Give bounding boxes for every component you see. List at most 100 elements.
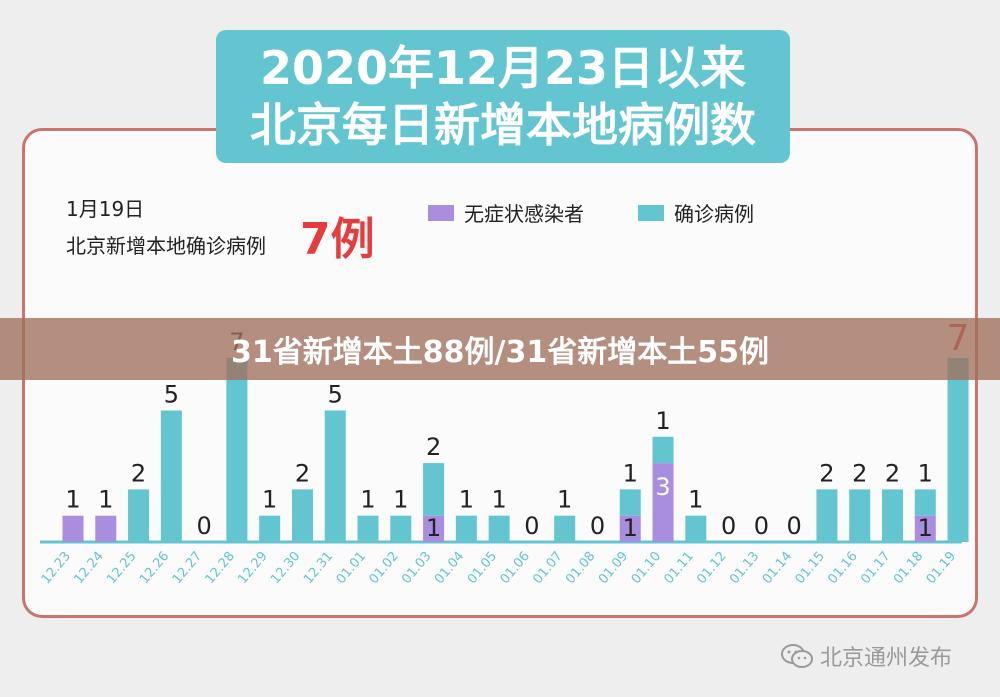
x-tick-label: 01.17: [858, 549, 893, 587]
title-banner: 2020年12月23日以来 北京每日新增本地病例数: [216, 30, 790, 163]
bar-confirmed: [455, 515, 477, 542]
data-label-asymptomatic: 1: [426, 514, 441, 542]
data-label-zero: 0: [524, 512, 539, 540]
x-tick-label: 01.18: [891, 549, 926, 587]
x-tick-label: 01.11: [661, 549, 696, 587]
bar-confirmed: [685, 515, 707, 542]
bar-asymptomatic: [619, 515, 641, 542]
x-tick-label: 12.29: [235, 549, 270, 587]
bar-confirmed: [226, 357, 248, 542]
x-tick-label: 01.13: [727, 549, 762, 587]
bar-confirmed: [914, 489, 936, 516]
summary-date: 1月19日: [66, 197, 145, 221]
data-label-total: 2: [852, 459, 867, 487]
x-tick-label: 12.31: [301, 549, 336, 587]
bar-confirmed: [849, 489, 871, 542]
data-label-asymptomatic: 1: [623, 514, 638, 542]
watermark-text: 北京通州发布: [820, 646, 953, 671]
data-label-total: 1: [262, 486, 277, 514]
bar-confirmed: [423, 463, 445, 516]
data-label-total: 1: [688, 486, 703, 514]
legend-swatch-confirmed: [638, 204, 664, 221]
data-label-total: 1: [360, 486, 375, 514]
x-tick-label: 12.27: [170, 549, 205, 587]
bar-asymptomatic: [423, 515, 445, 542]
data-label-total: 5: [164, 381, 179, 409]
bar-confirmed: [882, 489, 903, 542]
headline-banner: 31省新增本土88例/31省新增本土55例: [0, 318, 1000, 380]
bar-confirmed: [357, 515, 379, 542]
data-label-zero: 0: [721, 512, 736, 540]
data-label-total: 1: [459, 486, 474, 514]
data-label-confirmed: 2: [426, 433, 441, 461]
x-tick-label: 01.09: [596, 549, 631, 587]
legend-label-confirmed: 确诊病例: [674, 202, 754, 226]
bar-asymptomatic: [95, 515, 117, 542]
bar-confirmed: [816, 489, 838, 542]
legend-item-asymptomatic: 无症状感染者: [428, 198, 584, 227]
data-label-asymptomatic: 1: [918, 514, 933, 542]
bar-confirmed: [390, 515, 412, 542]
x-tick-label: 01.08: [563, 549, 598, 587]
x-tick-label: 01.02: [366, 549, 401, 587]
x-tick-label: 01.03: [399, 549, 434, 587]
x-tick-label: 01.10: [629, 549, 664, 587]
x-tick-label: 01.14: [760, 549, 795, 587]
bar-asymptomatic: [62, 515, 84, 542]
x-tick-label: 12.28: [203, 549, 238, 587]
bar-asymptomatic: [914, 515, 936, 542]
bar-confirmed: [259, 515, 281, 542]
bar-confirmed: [324, 410, 346, 542]
x-tick-label: 01.12: [694, 549, 729, 587]
x-tick-label: 12.30: [268, 549, 303, 587]
x-tick-label: 01.06: [498, 549, 533, 587]
data-label-total: 1: [65, 486, 80, 514]
data-label-total: 2: [295, 459, 310, 487]
data-label-zero: 0: [196, 512, 211, 540]
data-label-confirmed: 1: [918, 459, 933, 487]
bar-confirmed: [947, 357, 969, 542]
bar-confirmed: [554, 515, 576, 542]
data-label-asymptomatic: 3: [655, 473, 670, 501]
data-label-total: 5: [328, 381, 343, 409]
chart-title-line2: 北京每日新增本地病例数: [250, 97, 756, 152]
bar-confirmed: [488, 515, 510, 542]
data-label-zero: 0: [787, 512, 802, 540]
headline-text: 31省新增本土88例/31省新增本土55例: [231, 335, 769, 370]
x-tick-label: 01.07: [530, 549, 565, 587]
legend-swatch-asymptomatic: [428, 204, 454, 221]
x-tick-label: 12.25: [104, 549, 139, 587]
x-tick-label: 12.26: [137, 549, 172, 587]
chart-title-line1: 2020年12月23日以来: [259, 40, 747, 95]
summary-value: 7例: [300, 214, 375, 265]
data-label-total: 1: [557, 486, 572, 514]
bar-confirmed: [128, 489, 150, 542]
legend-item-confirmed: 确诊病例: [638, 198, 754, 227]
data-label-confirmed: 1: [655, 407, 670, 435]
watermark: 北京通州发布: [780, 640, 952, 672]
x-tick-label: 12.23: [39, 549, 74, 587]
x-tick-label: 12.24: [71, 549, 106, 587]
x-tick-label: 01.04: [432, 549, 467, 587]
data-label-total: 2: [885, 459, 900, 487]
bar-confirmed: [291, 489, 313, 542]
data-label-total: 1: [98, 486, 113, 514]
data-label-confirmed: 1: [623, 459, 638, 487]
x-tick-label: 01.16: [825, 549, 860, 587]
x-tick-label: 01.05: [465, 549, 500, 587]
data-label-zero: 0: [754, 512, 769, 540]
bar-confirmed: [652, 436, 674, 464]
summary-label: 北京新增本地确诊病例: [66, 234, 266, 258]
data-label-total: 1: [393, 486, 408, 514]
x-tick-label: 01.15: [793, 549, 828, 587]
data-label-zero: 0: [590, 512, 605, 540]
bar-asymptomatic: [652, 463, 674, 542]
data-label-total: 2: [819, 459, 834, 487]
bar-confirmed: [160, 410, 182, 542]
wechat-icon: [781, 644, 813, 668]
x-tick-label: 01.01: [334, 549, 369, 587]
data-label-total: 1: [491, 486, 506, 514]
x-tick-label: 01.19: [924, 549, 959, 587]
data-label-total: 2: [131, 459, 146, 487]
